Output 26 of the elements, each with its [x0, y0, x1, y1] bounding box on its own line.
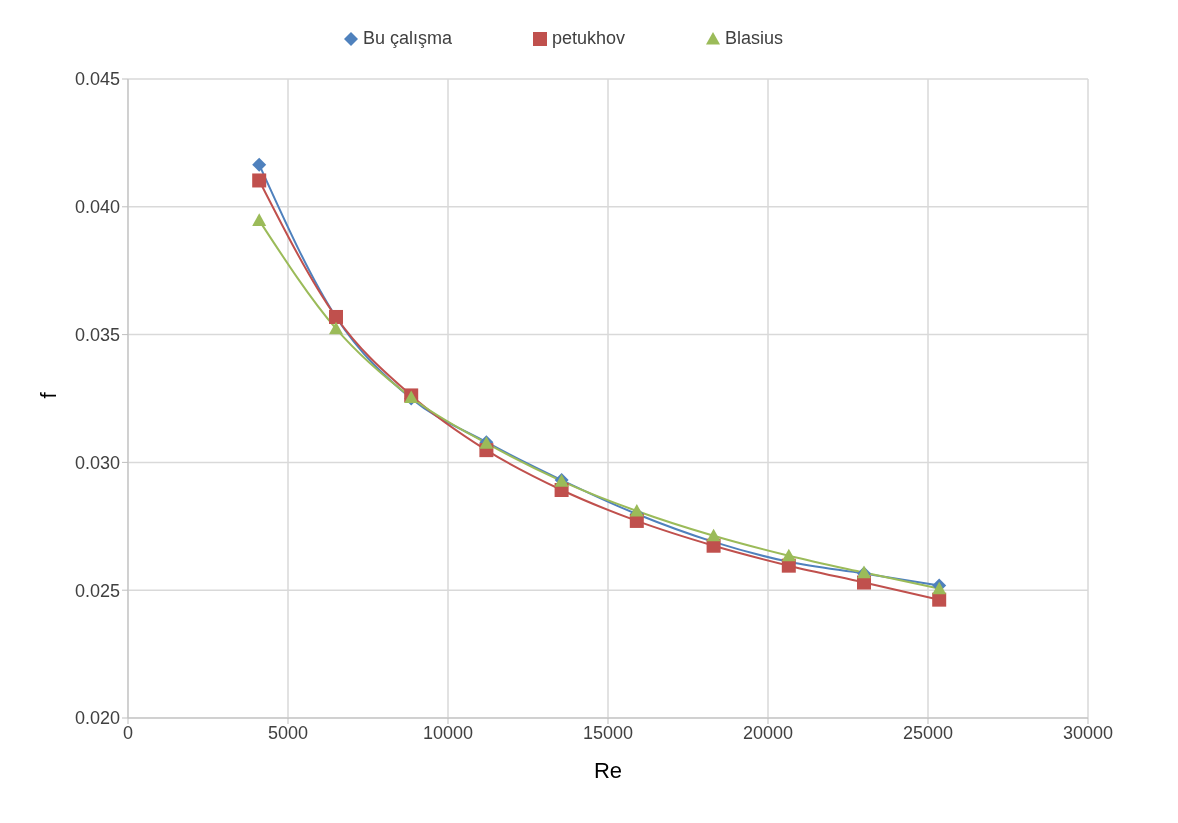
point: [706, 528, 721, 542]
x-tick-label: 15000: [582, 722, 634, 743]
x-tick-label: 5000: [267, 722, 309, 743]
y-tick-label: 0.020: [74, 708, 120, 729]
y-tick-label: 0.025: [74, 580, 120, 601]
y-tick-label: 0.040: [74, 197, 120, 218]
x-tick-label: 10000: [422, 722, 474, 743]
y-axis-title: f: [35, 391, 61, 399]
point: [252, 213, 267, 226]
y-tick-label: 0.045: [74, 69, 120, 90]
y-tick-label: 0.035: [74, 324, 120, 345]
legend-label: Bu çalışma: [361, 28, 452, 49]
legend-label: Blasius: [724, 28, 784, 49]
point: [252, 157, 267, 172]
point: [932, 592, 947, 607]
x-tick-label: 0: [122, 722, 134, 743]
x-axis-title: Re: [593, 758, 623, 783]
point: [781, 548, 796, 562]
x-tick-label: 25000: [902, 722, 954, 743]
y-tick-label: 0.030: [74, 452, 120, 473]
point: [329, 321, 343, 335]
point: [629, 503, 644, 517]
legend-label: petukhov: [550, 28, 626, 49]
point: [252, 173, 267, 188]
x-tick-label: 30000: [1062, 722, 1114, 743]
x-tick-label: 20000: [742, 722, 794, 743]
